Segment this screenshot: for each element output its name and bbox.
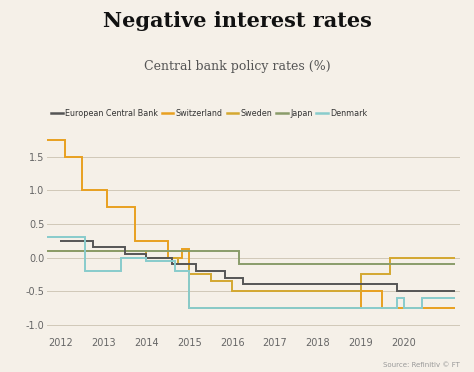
Text: Source: Refinitiv © FT: Source: Refinitiv © FT bbox=[383, 362, 460, 368]
Text: Negative interest rates: Negative interest rates bbox=[102, 11, 372, 31]
Legend: European Central Bank, Switzerland, Sweden, Japan, Denmark: European Central Bank, Switzerland, Swed… bbox=[51, 109, 367, 118]
Text: Central bank policy rates (%): Central bank policy rates (%) bbox=[144, 60, 330, 73]
